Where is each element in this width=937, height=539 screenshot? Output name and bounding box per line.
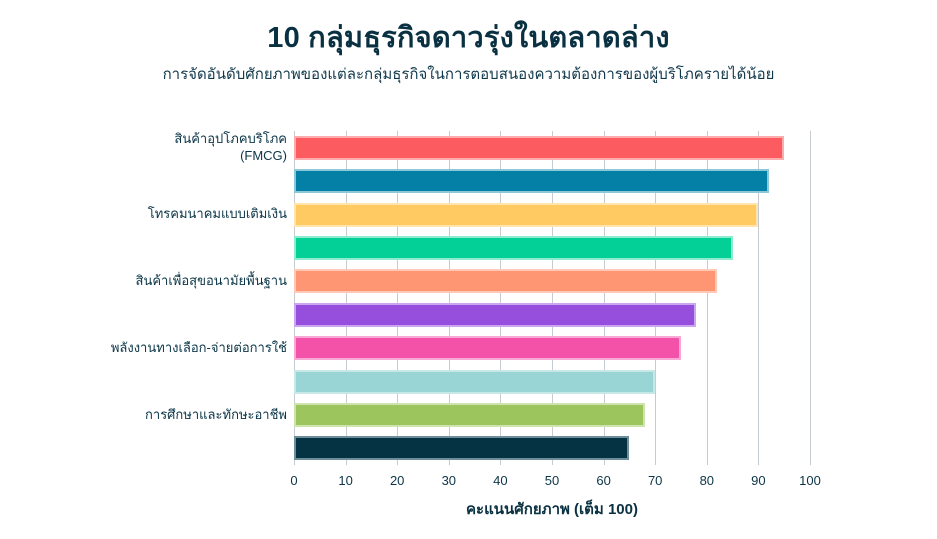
plot-area: [294, 131, 811, 465]
chart-title: 10 กลุ่มธุรกิจดาวรุ่งในตลาดล่าง: [267, 22, 670, 54]
bar-9: [294, 402, 645, 427]
category-label-3: โทรคมนาคมแบบเติมเงิน: [147, 206, 287, 222]
gridline-90: [758, 131, 760, 465]
category-label-5: สินค้าเพื่อสุขอนามัยพื้นฐาน: [135, 273, 287, 289]
x-tick-label-0: 0: [290, 473, 298, 488]
gridline-70: [655, 131, 657, 465]
bar-5: [294, 269, 718, 294]
x-tick-label-40: 40: [493, 473, 508, 488]
category-axis: สินค้าอุปโภคบริโภค (FMCG) โทรคมนาคมแบบเติ…: [0, 131, 287, 465]
bar-10: [294, 436, 630, 461]
gridline-60: [603, 131, 605, 465]
x-axis-title: คะแนนศักยภาพ (เต็ม 100): [466, 501, 638, 518]
x-tick-label-60: 60: [596, 473, 611, 488]
gridline-20: [397, 131, 399, 465]
category-label-1: สินค้าอุปโภคบริโภค (FMCG): [174, 131, 287, 163]
gridline-30: [448, 131, 450, 465]
gridline-10: [345, 131, 347, 465]
bar-1: [294, 135, 785, 160]
bar-4: [294, 235, 733, 260]
x-tick-label-70: 70: [647, 473, 663, 488]
x-tick-label-90: 90: [751, 473, 766, 488]
x-axis-ticks: 0 10 20 30 40 50 60 70 80 90 100: [290, 473, 820, 491]
gridline-40: [500, 131, 502, 465]
bar-3: [294, 202, 759, 227]
gridline-80: [706, 131, 708, 465]
gridline-0: [294, 131, 295, 465]
bar-7: [294, 336, 681, 361]
x-tick-label-30: 30: [441, 473, 457, 488]
category-label-7: พลังงานทางเลือก-จ่ายต่อการใช้: [110, 339, 287, 355]
gridline-50: [552, 131, 553, 465]
chart-subtitle: การจัดอันดับศักยภาพของแต่ละกลุ่มธุรกิจใน…: [162, 66, 775, 83]
x-tick-label-100: 100: [799, 473, 821, 488]
bar-2: [294, 169, 769, 194]
x-tick-label-80: 80: [699, 473, 715, 488]
x-tick-label-10: 10: [338, 473, 353, 488]
x-tick-label-50: 50: [544, 473, 560, 488]
category-label-9: การศึกษาและทักษะอาชีพ: [145, 406, 287, 422]
gridline-100: [810, 131, 811, 465]
bar-6: [294, 302, 697, 327]
x-tick-label-20: 20: [389, 473, 405, 488]
bar-8: [294, 369, 656, 394]
